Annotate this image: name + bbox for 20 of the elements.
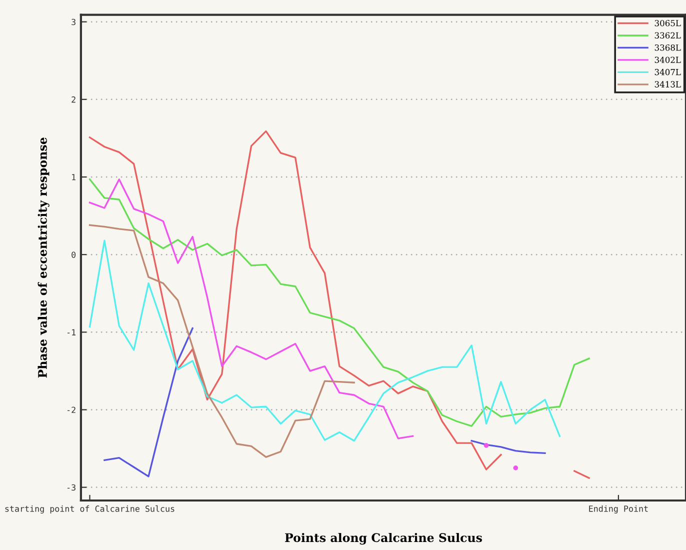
x-axis-title: Points along Calcarine Sulcus — [285, 532, 482, 545]
legend-label: 3413L — [654, 81, 681, 88]
legend-label: 3402L — [654, 56, 681, 63]
line-series — [88, 178, 590, 427]
legend-label: 3368L — [654, 44, 681, 51]
y-axis-title: Phase value of eccentricity response — [38, 138, 50, 378]
legend-label: 3362L — [654, 32, 681, 39]
y-tick-label: -3 — [68, 484, 76, 491]
y-tick-label: 2 — [72, 96, 76, 103]
y-tick-label: 0 — [72, 252, 76, 258]
y-tick-label: 1 — [72, 174, 76, 180]
y-tick-label: -2 — [68, 406, 76, 413]
legend-label: 3065L — [654, 20, 681, 26]
y-tick-label: 3 — [72, 18, 76, 26]
line-series — [88, 224, 355, 458]
x-tick-label: Ending Point — [589, 505, 648, 514]
line-series — [88, 240, 561, 442]
x-tick-label: starting point of Calcarine Sulcus — [5, 505, 174, 514]
y-tick-label: -1 — [68, 329, 76, 336]
legend-label: 3407L — [654, 68, 681, 76]
